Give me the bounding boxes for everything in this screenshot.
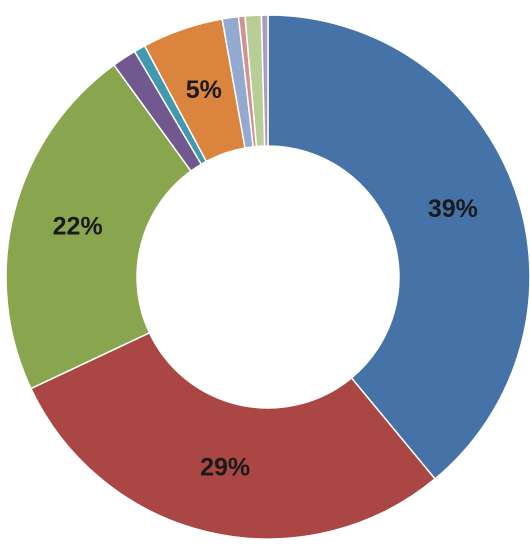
data-label: 22% — [53, 213, 103, 241]
data-label: 29% — [200, 453, 250, 481]
data-label: 5% — [186, 76, 222, 104]
data-label: 39% — [428, 195, 478, 223]
donut-segment — [260, 14, 269, 147]
donut-segment — [267, 14, 530, 480]
donut-segment — [29, 331, 437, 540]
donut-segment — [5, 63, 193, 390]
